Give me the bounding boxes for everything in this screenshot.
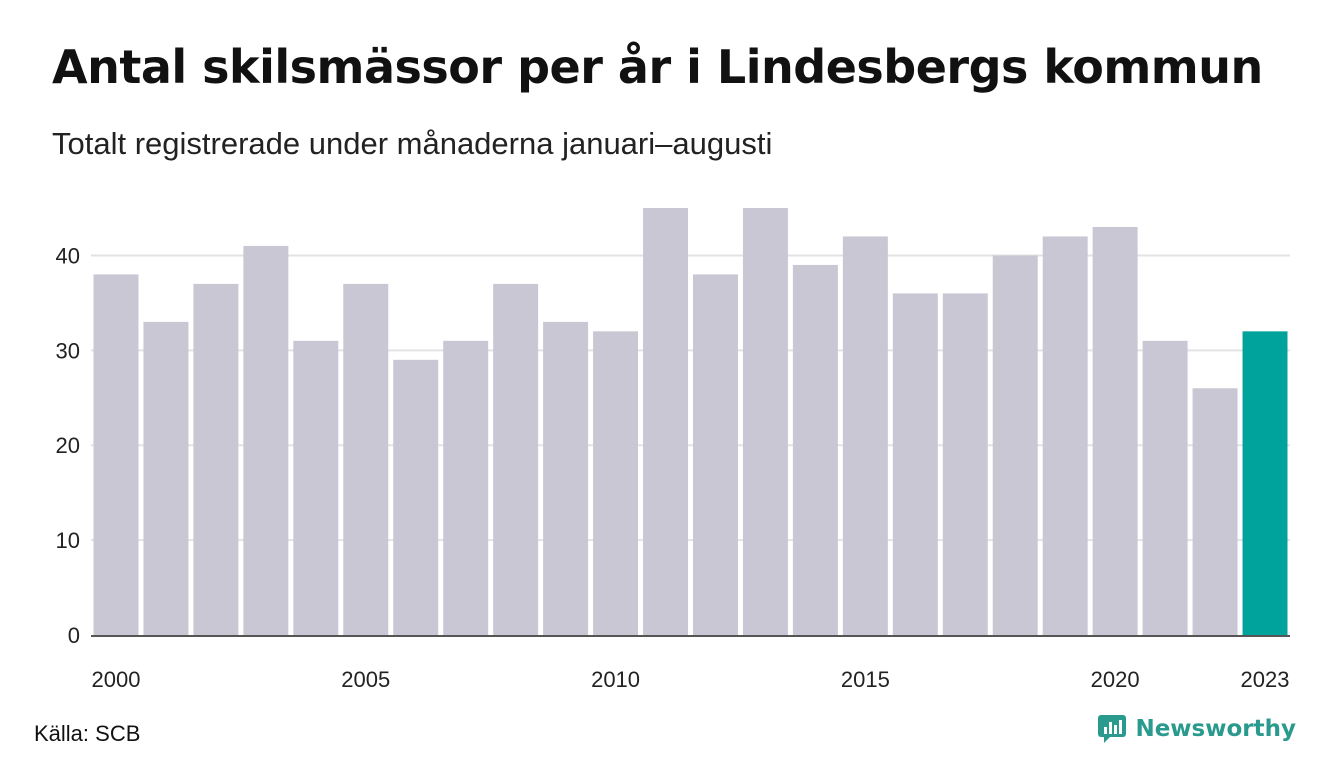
- brand-logo[interactable]: Newsworthy: [1097, 714, 1296, 744]
- bar-2021: [1142, 340, 1188, 635]
- bar-2018: [992, 255, 1038, 635]
- y-tick-label: 0: [68, 623, 80, 648]
- bar-2016: [892, 293, 938, 635]
- bar-2009: [543, 321, 589, 635]
- x-tick-label: 2005: [341, 667, 390, 692]
- x-tick-label: 2020: [1091, 667, 1140, 692]
- y-tick-label: 40: [56, 243, 80, 268]
- bar-2022: [1192, 388, 1238, 635]
- x-tick-label: 2010: [591, 667, 640, 692]
- bar-2010: [593, 331, 639, 635]
- grid-lines: [91, 254, 1290, 542]
- brand-name: Newsworthy: [1135, 716, 1296, 742]
- bar-2020: [1092, 226, 1138, 635]
- bar-2007: [443, 340, 489, 635]
- bar-2017: [942, 293, 988, 635]
- bar-2015: [842, 236, 888, 635]
- bar-2023: [1242, 331, 1288, 635]
- chart-title: Antal skilsmässor per år i Lindesbergs k…: [52, 40, 1263, 94]
- bar-2011: [643, 208, 688, 635]
- bar-2005: [343, 283, 389, 635]
- x-tick-label: 2023: [1241, 667, 1290, 692]
- x-tick-label: 2015: [841, 667, 890, 692]
- bar-2003: [243, 245, 289, 635]
- bar-chart: 0 10 20 30 40 2000 2005 2010 2015 2020 2023: [56, 208, 1290, 692]
- bar-2014: [792, 264, 838, 635]
- newsworthy-logo-icon: [1098, 715, 1127, 743]
- bars: [91, 208, 1290, 637]
- bar-2008: [493, 283, 539, 635]
- bar-2000: [93, 274, 139, 635]
- source-note: Källa: SCB: [34, 721, 141, 746]
- x-axis-ticks: 2000 2005 2010 2015 2020 2023: [92, 667, 1290, 692]
- bar-2002: [193, 283, 239, 635]
- bar-2013: [742, 208, 788, 635]
- y-tick-label: 10: [56, 528, 80, 553]
- y-tick-label: 20: [56, 433, 80, 458]
- chart-subtitle: Totalt registrerade under månaderna janu…: [52, 126, 773, 161]
- bar-2012: [693, 274, 738, 635]
- bar-2001: [143, 321, 189, 635]
- bar-2006: [393, 359, 439, 635]
- y-tick-label: 30: [56, 338, 80, 363]
- y-axis-ticks: 0 10 20 30 40: [56, 243, 80, 648]
- x-tick-label: 2000: [92, 667, 141, 692]
- bar-2004: [293, 340, 339, 635]
- bar-2019: [1042, 236, 1088, 635]
